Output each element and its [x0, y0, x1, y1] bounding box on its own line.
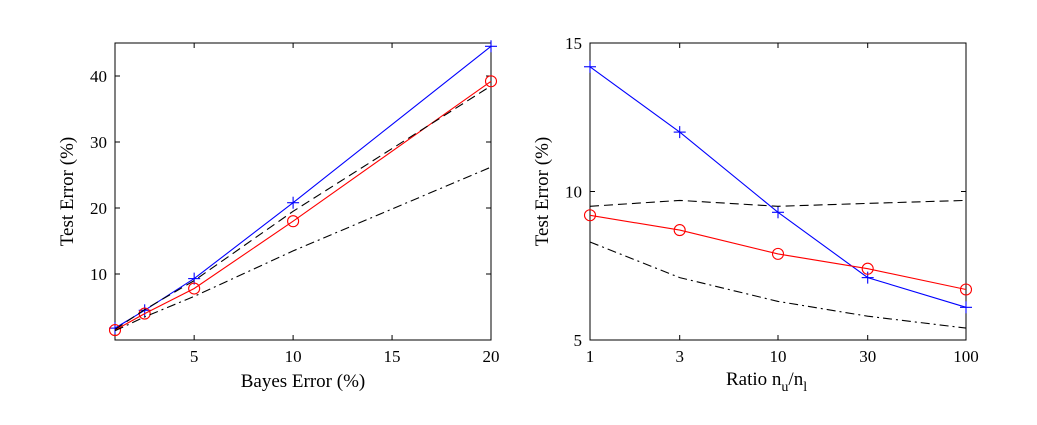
series-layer: [108, 40, 498, 337]
x-tick-label: 10: [770, 347, 787, 366]
x-axis-label: Bayes Error (%): [241, 371, 366, 392]
plus-series-marker: [584, 60, 596, 73]
tick-labels: 1 3 10 30 100 5 10 15: [565, 34, 979, 366]
series-layer: [583, 60, 973, 329]
x-tick-label: 10: [285, 347, 302, 366]
plus-series-line: [114, 45, 492, 329]
dashed-series-line: [589, 199, 967, 207]
plus-series-marker: [673, 126, 686, 139]
circle-series-marker: [861, 262, 874, 275]
x-tick-label: 20: [483, 347, 500, 366]
tick-marks: [589, 42, 967, 341]
y-axis-label: Test Error (%): [532, 137, 553, 246]
x-tick-label: 3: [675, 347, 684, 366]
chart-ratio: 1 3 10 30 100 5 10 15 Test Error (%) Ratio nu/n…: [532, 34, 979, 395]
circle-series-marker: [188, 282, 201, 295]
x-axis-label-main: Ratio n: [726, 369, 782, 390]
y-axis-label: Test Error (%): [57, 137, 78, 246]
dashdot-series-line: [114, 166, 492, 332]
circle-series-line: [589, 214, 967, 291]
circle-series-marker: [108, 324, 122, 337]
x-axis-label-mid: /n: [788, 369, 803, 390]
plot-frame: [589, 42, 967, 341]
plot-frame: [114, 42, 492, 341]
chart-bayes-error: 5 10 15 20 10 20 30 40 Bayes Error (%) Test Err…: [57, 40, 500, 392]
plus-series-line: [589, 66, 967, 308]
circle-series-line: [114, 80, 492, 331]
y-tick-label: 5: [574, 331, 583, 350]
y-tick-label: 20: [90, 199, 107, 218]
y-tick-label: 40: [90, 67, 107, 86]
x-axis-label-sub-u: u: [781, 380, 788, 395]
plus-series-marker: [772, 206, 784, 219]
y-tick-label: 10: [90, 265, 107, 284]
x-axis-label: Ratio nu/nl: [726, 369, 807, 395]
plus-series-marker: [287, 196, 300, 209]
dashdot-series-line: [589, 241, 967, 329]
y-tick-label: 15: [565, 34, 582, 53]
circle-series-marker: [484, 75, 498, 88]
plus-series-marker: [960, 301, 972, 314]
y-tick-label: 30: [90, 133, 107, 152]
x-tick-label: 15: [384, 347, 401, 366]
circle-series-marker: [583, 209, 597, 222]
plus-series-marker: [485, 40, 497, 53]
circle-series-marker: [673, 224, 686, 237]
x-tick-label: 30: [859, 347, 876, 366]
x-tick-label: 1: [586, 347, 595, 366]
circle-series-marker: [959, 283, 973, 296]
x-tick-label: 5: [190, 347, 199, 366]
circle-series-marker: [771, 247, 785, 260]
x-axis-label-sub-l: l: [803, 380, 807, 395]
circle-series-marker: [287, 215, 300, 228]
y-tick-label: 10: [565, 183, 582, 202]
plus-series-marker: [861, 271, 874, 284]
tick-labels: 5 10 15 20 10 20 30 40: [90, 67, 500, 366]
x-tick-label: 100: [953, 347, 979, 366]
